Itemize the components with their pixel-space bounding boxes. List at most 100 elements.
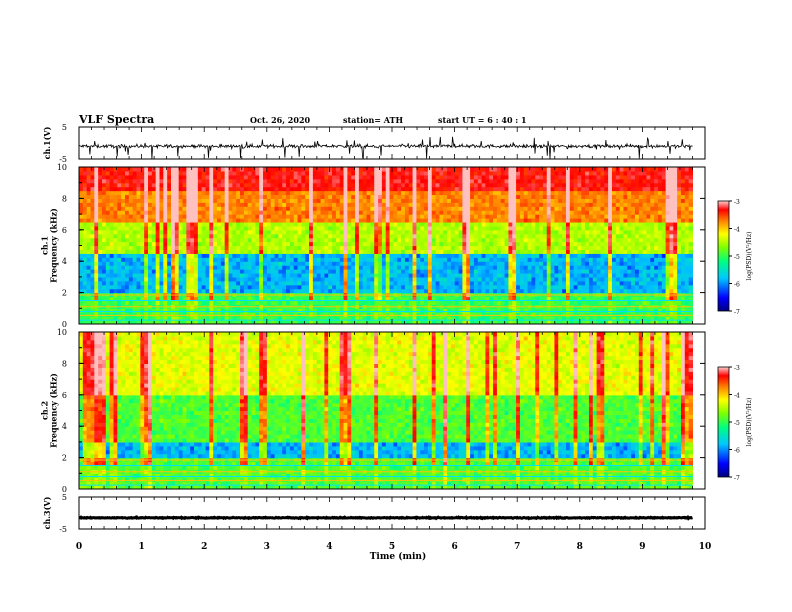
- ch1-spectrogram-cell: [247, 206, 253, 211]
- ch1-spectrogram-cell: [94, 320, 99, 324]
- ch1-spectrogram-cell: [447, 241, 452, 247]
- ch1-spectrogram-cell: [213, 210, 218, 215]
- ch1-spectrogram-cell: [144, 272, 149, 278]
- ch1-spectrogram-cell: [427, 320, 433, 324]
- ch1-spectrogram-cell: [393, 237, 398, 243]
- ch1-spectrogram-cell: [182, 218, 187, 223]
- ch1-spectrogram-cell: [102, 316, 107, 321]
- ch1-spectrogram-cell: [305, 233, 310, 239]
- ch1-spectrogram-cell: [420, 214, 425, 219]
- ch1-spectrogram-cell: [385, 170, 391, 176]
- ch1-spectrogram-cell: [270, 174, 276, 180]
- ch1-spectrogram-cell: [148, 233, 153, 239]
- ch1-spectrogram-cell: [220, 296, 226, 302]
- ch1-spectrogram-cell: [263, 249, 268, 254]
- ch1-spectrogram-cell: [324, 308, 329, 313]
- ch1-spectrogram-cell: [105, 225, 111, 231]
- ch1-spectrogram-cell: [542, 261, 548, 266]
- ch1-spectrogram-cell: [301, 214, 306, 219]
- ch1-spectrogram-cell: [247, 280, 253, 286]
- ch1-spectrogram-cell: [477, 249, 483, 254]
- ch1-spectrogram-cell: [477, 170, 483, 176]
- ch1-spectrogram-cell: [274, 198, 279, 203]
- ch1-spectrogram-cell: [171, 320, 176, 324]
- ch1-spectrogram-cell: [485, 261, 490, 266]
- ch1-spectrogram-cell: [535, 221, 540, 227]
- ch1-spectrogram-cell: [178, 178, 184, 184]
- ch1-spectrogram-cell: [366, 194, 371, 199]
- ch1-spectrogram-cell: [470, 186, 475, 192]
- ch1-spectrogram-cell: [220, 272, 226, 278]
- ch1-spectrogram-cell: [121, 237, 126, 243]
- ch1-spectrogram-cell: [278, 253, 283, 258]
- ch1-spectrogram-cell: [270, 233, 276, 239]
- ch1-spectrogram-cell: [151, 194, 157, 199]
- ch1-spectrogram-cell: [347, 182, 352, 188]
- ch1-spectrogram-cell: [167, 308, 172, 313]
- ch1-spectrogram-cell: [462, 245, 467, 251]
- ch1-spectrogram-cell: [144, 237, 149, 243]
- ch1-spectrogram-cell: [263, 300, 268, 305]
- ch1-spectrogram-cell: [439, 229, 444, 235]
- ch1-spectrogram-cell: [79, 245, 84, 251]
- ch1-spectrogram-cell: [516, 245, 521, 251]
- ch1-spectrogram-cell: [297, 218, 302, 223]
- ch1-spectrogram-cell: [401, 214, 406, 219]
- ch1-spectrogram-cell: [98, 249, 103, 254]
- ch1-spectrogram-cell: [144, 284, 149, 290]
- ch1-spectrogram-cell: [370, 237, 375, 243]
- ch1-spectrogram-cell: [335, 233, 341, 239]
- ch1-spectrogram-cell: [366, 225, 371, 231]
- ch1-spectrogram-cell: [320, 320, 325, 324]
- ch1-spectrogram-cell: [125, 186, 130, 192]
- ch1-spectrogram-cell: [82, 182, 88, 188]
- ch1-spectrogram-cell: [504, 210, 510, 215]
- ch1-spectrogram-cell: [151, 198, 157, 203]
- ch1-spectrogram-cell: [301, 257, 306, 262]
- ch1-spectrogram-cell: [266, 269, 272, 274]
- ch1-spectrogram-cell: [148, 269, 153, 274]
- ch1-spectrogram-cell: [324, 190, 329, 196]
- ch1-spectrogram-cell: [240, 265, 245, 270]
- ch1-spectrogram-cell: [259, 276, 264, 282]
- ch1-spectrogram-cell: [343, 280, 348, 286]
- ch1-spectrogram-cell: [113, 269, 118, 274]
- start-ut-label: start UT = 6 : 40 : 1: [438, 115, 527, 125]
- ch1-spectrogram-cell: [516, 261, 521, 266]
- ch1-spectrogram-cell: [289, 269, 295, 274]
- ch1-spectrogram-cell: [454, 316, 460, 321]
- ch1-spectrogram-cell: [539, 178, 544, 184]
- ch1-spectrogram-cell: [113, 174, 118, 180]
- ch1-spectrogram-cell: [500, 206, 506, 211]
- ch1-spectrogram-cell: [493, 174, 498, 180]
- ch1-spectrogram-cell: [462, 284, 467, 290]
- ch1-spectrogram-cell: [427, 186, 433, 192]
- ch1-spectrogram-cell: [362, 190, 368, 196]
- ch1-spectrogram-cell: [358, 308, 364, 313]
- ch1-spectrogram-cell: [328, 218, 333, 223]
- ch1-spectrogram-cell: [343, 296, 348, 302]
- ch1-spectrogram-cell: [174, 296, 180, 302]
- ch1-spectrogram-cell: [136, 174, 141, 180]
- ch1-spectrogram-cell: [217, 210, 222, 215]
- ch1-spectrogram-cell: [305, 276, 310, 282]
- ch1-spectrogram-cell: [286, 300, 291, 305]
- ch1-spectrogram-cell: [163, 174, 168, 180]
- ch1-spectrogram-cell: [255, 320, 260, 324]
- ch1-spectrogram-cell: [194, 233, 199, 239]
- ch1-spectrogram-cell: [420, 249, 425, 254]
- ch1-spectrogram-cell: [236, 206, 241, 211]
- ch1-spectrogram-cell: [86, 245, 92, 251]
- ch1-spectrogram-cell: [144, 249, 149, 254]
- ch1-spectrogram-cell: [205, 237, 210, 243]
- ch1-spectrogram-cell: [362, 272, 368, 278]
- ch1-spectrogram-cell: [163, 221, 168, 227]
- ch1-spectrogram-cell: [190, 225, 195, 231]
- ch1-spectrogram-cell: [320, 288, 325, 294]
- ch1-spectrogram-cell: [324, 296, 329, 302]
- ch1-spectrogram-cell: [335, 316, 341, 321]
- ch1-spectrogram-cell: [259, 241, 264, 247]
- ch1-spectrogram-cell: [132, 237, 138, 243]
- ch1-spectrogram-cell: [94, 288, 99, 294]
- ch1-spectrogram-cell: [251, 198, 256, 203]
